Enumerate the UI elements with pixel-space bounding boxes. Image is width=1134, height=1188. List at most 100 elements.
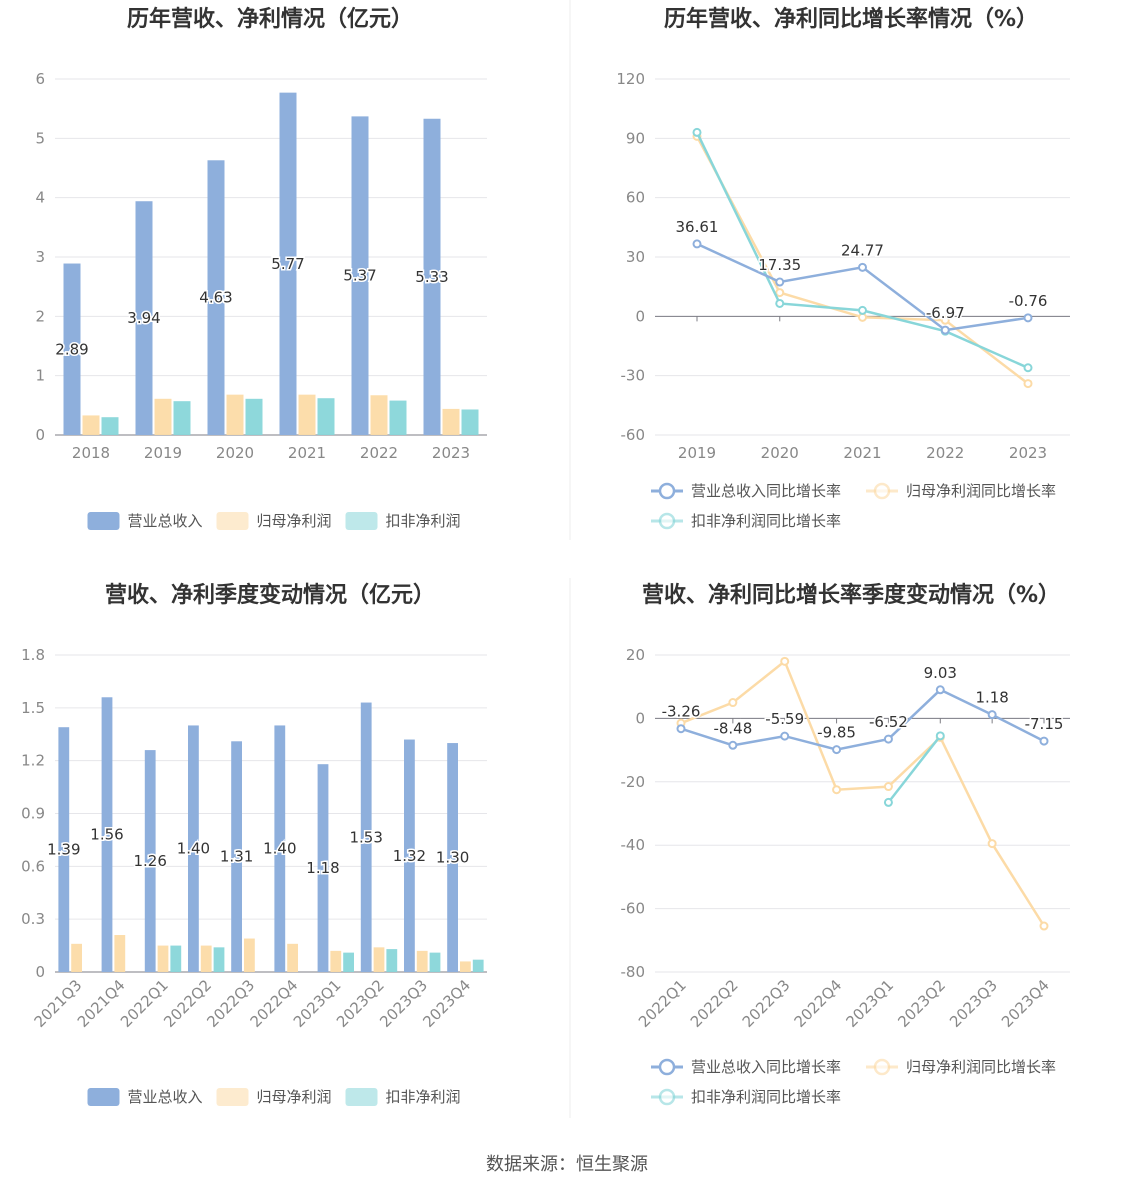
legend-swatch xyxy=(87,1088,120,1106)
x-tick-label: 2022 xyxy=(360,444,398,462)
x-tick-label: 2023Q4 xyxy=(419,976,474,1031)
y-tick-label: 1.5 xyxy=(21,699,45,717)
point-value-label: 17.35 xyxy=(758,256,801,274)
bar-net-profit xyxy=(200,945,212,972)
bar-deducted-profit xyxy=(461,409,479,435)
legend-label: 营业总收入同比增长率 xyxy=(691,1058,841,1076)
bar-net-profit xyxy=(71,943,82,972)
point-deducted-profit xyxy=(692,127,702,137)
x-tick-label: 2019 xyxy=(144,444,182,462)
point-revenue xyxy=(692,239,702,249)
legend-swatch xyxy=(216,1088,249,1106)
point-net-profit xyxy=(883,782,893,792)
y-tick-label: 1 xyxy=(35,367,45,385)
legend-marker xyxy=(658,1058,676,1076)
bar-revenue xyxy=(274,725,286,972)
y-tick-label: 5 xyxy=(35,129,45,147)
point-value-label: 1.18 xyxy=(975,689,1008,707)
y-tick-label: 1.8 xyxy=(21,646,45,664)
bar-revenue xyxy=(360,702,372,972)
y-tick-label: 0.9 xyxy=(21,805,45,823)
y-tick-label: 0.6 xyxy=(21,857,45,875)
legend-label: 扣非净利润 xyxy=(386,512,461,530)
point-revenue xyxy=(858,262,867,272)
legend-marker xyxy=(658,512,676,530)
bar-revenue xyxy=(447,743,458,972)
annual-revenue-profit-chart: 历年营收、净利情况（亿元） 0 1 2 3 4 5 6 2018 2019 2020 2021 2022… xyxy=(35,6,487,530)
bar-revenue xyxy=(317,764,329,972)
bar-deducted-profit xyxy=(245,398,263,435)
annual-growth-rate-chart: 历年营收、净利同比增长率情况（%） -60 -30 0 30 60 90 120 2019 202… xyxy=(616,6,1070,530)
legend-label: 营业总收入同比增长率 xyxy=(691,482,841,500)
point-deducted-profit xyxy=(775,298,785,308)
quarterly-revenue-profit-chart: 营收、净利季度变动情况（亿元）00.30.60.91.21.51.82021Q3… xyxy=(21,582,487,1106)
bar-value-label: 5.37 xyxy=(343,267,376,285)
bar-net-profit xyxy=(416,950,428,972)
bar-net-profit xyxy=(244,938,255,972)
bar-value-label: 1.30 xyxy=(436,849,469,867)
y-tick-label: -40 xyxy=(621,836,646,854)
x-tick-label: 2023 xyxy=(432,444,470,462)
point-revenue xyxy=(883,734,893,744)
point-revenue xyxy=(940,325,950,335)
y-tick-label: 0 xyxy=(35,426,45,444)
bar-value-label: 1.32 xyxy=(393,847,426,865)
bar-deducted-profit xyxy=(173,401,191,435)
y-tick-label: 0 xyxy=(635,307,645,325)
bar-revenue xyxy=(351,116,369,435)
point-value-label: 24.77 xyxy=(841,241,884,259)
bar-revenue xyxy=(423,118,441,436)
x-tick-label: 2022Q2 xyxy=(687,976,742,1031)
bar-revenue xyxy=(279,92,297,435)
x-tick-label: 2021 xyxy=(288,444,326,462)
x-tick-label: 2022Q3 xyxy=(739,976,794,1031)
bar-net-profit xyxy=(82,415,100,435)
bar-deducted-profit xyxy=(170,945,182,972)
bar-revenue xyxy=(188,725,199,972)
y-tick-label: 1.2 xyxy=(21,752,45,770)
y-tick-label: 2 xyxy=(35,307,45,325)
point-value-label: -5.59 xyxy=(765,710,804,728)
line-deducted-profit xyxy=(887,735,942,804)
bar-net-profit xyxy=(226,394,244,435)
quarterly-growth-rate-chart: 营收、净利同比增长率季度变动情况（%） -80 -60 -40 -20 0 20 2022Q1… xyxy=(621,582,1070,1106)
bar-value-label: 5.77 xyxy=(271,255,304,273)
x-tick-label: 2023Q4 xyxy=(998,976,1053,1031)
line-net-profit xyxy=(680,659,1046,927)
point-value-label: -7.15 xyxy=(1025,715,1064,733)
x-tick-label: 2022Q1 xyxy=(635,976,690,1031)
point-deducted-profit xyxy=(883,797,893,807)
y-tick-label: 0.3 xyxy=(21,910,45,928)
bar-net-profit xyxy=(370,395,388,435)
point-revenue xyxy=(1023,313,1033,323)
bar-revenue xyxy=(144,750,156,972)
point-value-label: -6.97 xyxy=(926,304,965,322)
bar-deducted-profit xyxy=(343,952,354,972)
legend-label: 营业总收入 xyxy=(128,1088,203,1106)
bar-deducted-profit xyxy=(213,947,225,972)
x-tick-label: 2023Q1 xyxy=(842,976,897,1031)
legend-label: 归母净利润 xyxy=(257,512,332,530)
point-value-label: 36.61 xyxy=(676,218,719,236)
bar-deducted-profit xyxy=(317,398,335,435)
legend-swatch xyxy=(345,1088,378,1106)
point-net-profit xyxy=(987,839,997,849)
x-tick-label: 2019 xyxy=(678,444,716,462)
y-tick-label: 60 xyxy=(626,189,645,207)
x-tick-label: 2021 xyxy=(843,444,881,462)
point-net-profit xyxy=(1023,379,1033,389)
point-net-profit xyxy=(775,288,785,298)
legend-swatch xyxy=(87,512,120,530)
point-net-profit xyxy=(1039,921,1049,931)
legend-label: 扣非净利润同比增长率 xyxy=(691,512,841,530)
bar-net-profit xyxy=(114,935,126,972)
bar-value-label: 1.31 xyxy=(220,848,253,866)
point-value-label: 9.03 xyxy=(924,664,957,682)
x-tick-label: 2022Q4 xyxy=(791,976,846,1031)
point-revenue xyxy=(1039,736,1049,746)
y-tick-label: 90 xyxy=(626,129,645,147)
bar-deducted-profit xyxy=(389,400,407,435)
legend-marker xyxy=(873,482,891,500)
legend-marker xyxy=(658,1088,676,1106)
x-tick-label: 2023 xyxy=(1009,444,1047,462)
